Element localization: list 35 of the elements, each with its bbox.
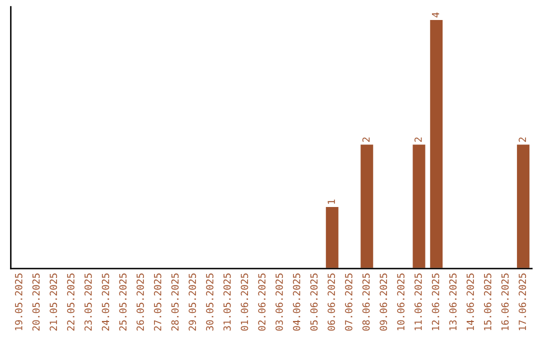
x-tick-label: 03.06.2025 xyxy=(276,274,283,331)
x-tick-label: 25.05.2025 xyxy=(119,274,127,331)
x-tick-label: 14.06.2025 xyxy=(466,274,474,330)
x-tick-label: 30.05.2025 xyxy=(206,274,214,331)
x-tick-label: 29.05.2025 xyxy=(188,274,196,331)
x-tick-label: 02.06.2025 xyxy=(258,274,266,331)
x-tick-label: 26.05.2025 xyxy=(136,274,144,331)
data-label: 1 xyxy=(328,200,335,204)
x-tick-label: 07.06.2025 xyxy=(345,274,352,331)
x-tick-label: 11.06.2025 xyxy=(414,274,422,330)
x-tick-label: 27.05.2025 xyxy=(154,274,162,331)
x-tick-label: 08.06.2025 xyxy=(362,274,370,331)
x-tick-label: 28.05.2025 xyxy=(171,274,179,331)
x-tick-label: 24.05.2025 xyxy=(102,274,110,331)
x-tick-label: 20.05.2025 xyxy=(32,274,40,331)
x-tick-label: 19.05.2025 xyxy=(14,274,22,330)
x-tick-label: 12.06.2025 xyxy=(432,274,440,330)
x-tick-label: 17.06.2025 xyxy=(518,274,526,330)
x-tick-label: 21.05.2025 xyxy=(50,274,58,331)
x-tick-label: 22.05.2025 xyxy=(67,274,74,331)
data-label: 2 xyxy=(518,138,526,142)
x-tick-label: 06.06.2025 xyxy=(328,274,335,331)
data-label: 4 xyxy=(432,12,440,18)
x-tick-label: 10.06.2025 xyxy=(397,274,404,330)
x-tick-label: 04.06.2025 xyxy=(292,274,300,331)
x-tick-label: 09.06.2025 xyxy=(380,274,388,331)
data-label: 2 xyxy=(414,138,422,142)
x-tick-label: 13.06.2025 xyxy=(449,274,457,330)
x-tick-label: 01.06.2025 xyxy=(240,274,248,331)
data-label: 2 xyxy=(362,138,370,142)
x-tick-label: 15.06.2025 xyxy=(484,274,492,330)
x-tick-label: 05.06.2025 xyxy=(310,274,318,331)
x-tick-label: 23.05.2025 xyxy=(84,274,92,331)
x-tick-label: 16.06.2025 xyxy=(501,274,509,330)
x-tick-label: 31.05.2025 xyxy=(223,274,231,331)
